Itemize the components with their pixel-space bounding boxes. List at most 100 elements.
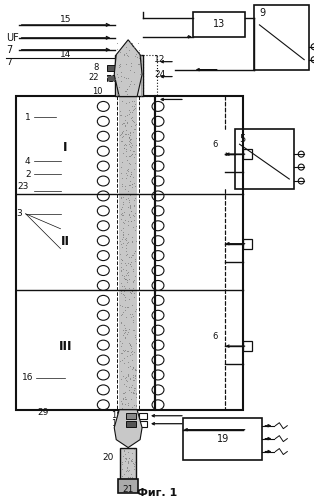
Point bbox=[120, 174, 125, 182]
Point bbox=[133, 389, 138, 397]
Point bbox=[132, 159, 137, 167]
Point bbox=[127, 79, 132, 87]
Point bbox=[136, 60, 141, 68]
Point bbox=[132, 247, 137, 255]
Point bbox=[118, 193, 123, 201]
Point bbox=[128, 260, 133, 268]
Point bbox=[128, 201, 133, 209]
Point bbox=[123, 169, 129, 177]
Point bbox=[123, 112, 128, 120]
Point bbox=[132, 348, 137, 356]
Point bbox=[119, 289, 124, 297]
Point bbox=[122, 334, 127, 342]
Point bbox=[131, 249, 136, 256]
Point bbox=[120, 404, 125, 412]
Point bbox=[121, 50, 126, 58]
Point bbox=[118, 169, 123, 177]
Point bbox=[131, 118, 136, 126]
Point bbox=[123, 130, 128, 138]
Point bbox=[125, 371, 130, 379]
Text: 13: 13 bbox=[213, 19, 225, 29]
Point bbox=[118, 130, 123, 138]
Point bbox=[130, 238, 135, 246]
Point bbox=[126, 370, 131, 378]
Point bbox=[130, 347, 135, 355]
Point bbox=[122, 282, 127, 290]
Point bbox=[120, 394, 125, 402]
Point bbox=[122, 182, 127, 190]
Point bbox=[124, 454, 129, 462]
Point bbox=[119, 319, 124, 327]
Point bbox=[122, 219, 127, 227]
Point bbox=[122, 284, 127, 292]
Point bbox=[122, 144, 127, 152]
Point bbox=[131, 326, 136, 334]
Point bbox=[127, 131, 132, 139]
Point bbox=[133, 238, 138, 246]
Point bbox=[121, 452, 126, 460]
Point bbox=[128, 310, 133, 318]
Point bbox=[129, 356, 135, 364]
Point bbox=[131, 326, 136, 334]
Point bbox=[122, 51, 127, 59]
Point bbox=[138, 58, 143, 66]
Point bbox=[119, 244, 124, 251]
Point bbox=[127, 253, 132, 261]
Point bbox=[118, 72, 123, 80]
Point bbox=[126, 217, 131, 225]
Point bbox=[124, 346, 129, 354]
Text: 2: 2 bbox=[25, 170, 31, 179]
Point bbox=[133, 305, 138, 313]
Point bbox=[122, 141, 127, 149]
Point bbox=[123, 275, 129, 283]
Point bbox=[123, 400, 128, 408]
Point bbox=[128, 160, 133, 168]
Point bbox=[129, 455, 135, 463]
Point bbox=[120, 372, 125, 380]
Point bbox=[115, 82, 120, 90]
Point bbox=[123, 457, 128, 465]
Point bbox=[129, 473, 134, 481]
Point bbox=[128, 142, 133, 150]
Point bbox=[122, 87, 127, 95]
Point bbox=[114, 45, 119, 53]
Point bbox=[118, 194, 123, 202]
Point bbox=[123, 346, 128, 354]
Point bbox=[128, 344, 133, 352]
Point bbox=[116, 73, 121, 81]
Bar bbox=[107, 65, 117, 71]
Point bbox=[133, 134, 138, 142]
Point bbox=[121, 231, 126, 239]
Point bbox=[124, 352, 129, 360]
Point bbox=[132, 212, 137, 220]
Point bbox=[119, 399, 124, 407]
Point bbox=[139, 56, 144, 64]
Point bbox=[121, 240, 126, 248]
Point bbox=[124, 276, 129, 284]
Point bbox=[118, 210, 123, 218]
Point bbox=[118, 267, 123, 275]
Point bbox=[128, 213, 133, 221]
Point bbox=[120, 326, 125, 334]
Polygon shape bbox=[114, 40, 142, 96]
Point bbox=[114, 39, 119, 47]
Text: 6: 6 bbox=[212, 332, 217, 341]
Point bbox=[124, 118, 129, 126]
Point bbox=[119, 342, 124, 350]
Text: 23: 23 bbox=[17, 183, 28, 192]
Point bbox=[127, 454, 132, 462]
Point bbox=[121, 127, 126, 135]
Point bbox=[122, 380, 127, 388]
Point bbox=[131, 389, 136, 397]
Point bbox=[131, 80, 136, 88]
Point bbox=[122, 290, 127, 298]
Point bbox=[128, 114, 133, 122]
Point bbox=[118, 262, 123, 270]
Point bbox=[129, 62, 134, 70]
Text: 10: 10 bbox=[92, 87, 103, 96]
Point bbox=[125, 330, 130, 338]
Point bbox=[129, 262, 134, 270]
Point bbox=[125, 459, 130, 467]
Point bbox=[119, 356, 124, 364]
Point bbox=[120, 129, 125, 137]
